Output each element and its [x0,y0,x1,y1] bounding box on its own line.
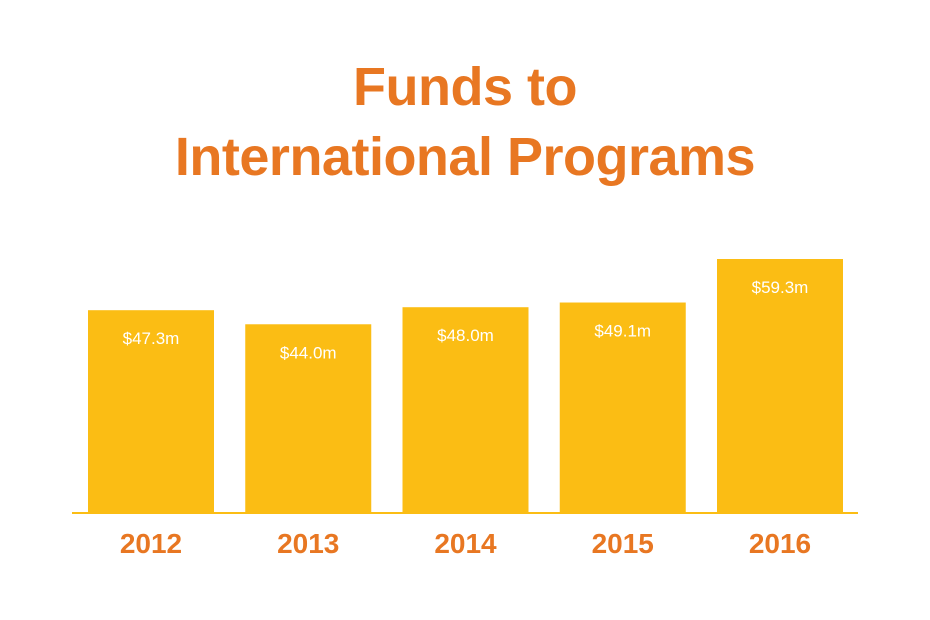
x-tick-label-2012: 2012 [120,528,182,559]
x-tick-label-2015: 2015 [592,528,654,559]
bar-value-label-2016: $59.3m [752,278,809,297]
bar-value-labels-layer: $47.3m $44.0m $48.0m $49.1m $59.3m [123,278,809,362]
bar-value-label-2013: $44.0m [280,343,337,362]
bars-layer [88,259,843,512]
bar-2014 [402,307,529,512]
bar-2016 [717,259,843,512]
x-axis-tick-labels-layer: 2012 2013 2014 2015 2016 [120,528,811,559]
bar-value-label-2012: $47.3m [123,329,180,348]
bar-2015 [559,302,686,512]
chart-title-line-2: International Programs [174,127,756,187]
bar-value-label-2014: $48.0m [437,326,494,345]
x-tick-label-2014: 2014 [434,528,497,559]
chart-title-line-1: Funds to [353,57,577,117]
x-tick-label-2016: 2016 [749,528,811,559]
bar-2013 [245,324,372,512]
bar-value-label-2015: $49.1m [594,322,651,341]
x-tick-label-2013: 2013 [277,528,339,559]
bar-2012 [88,310,214,512]
chart-title: Funds to International Programs [0,52,930,192]
